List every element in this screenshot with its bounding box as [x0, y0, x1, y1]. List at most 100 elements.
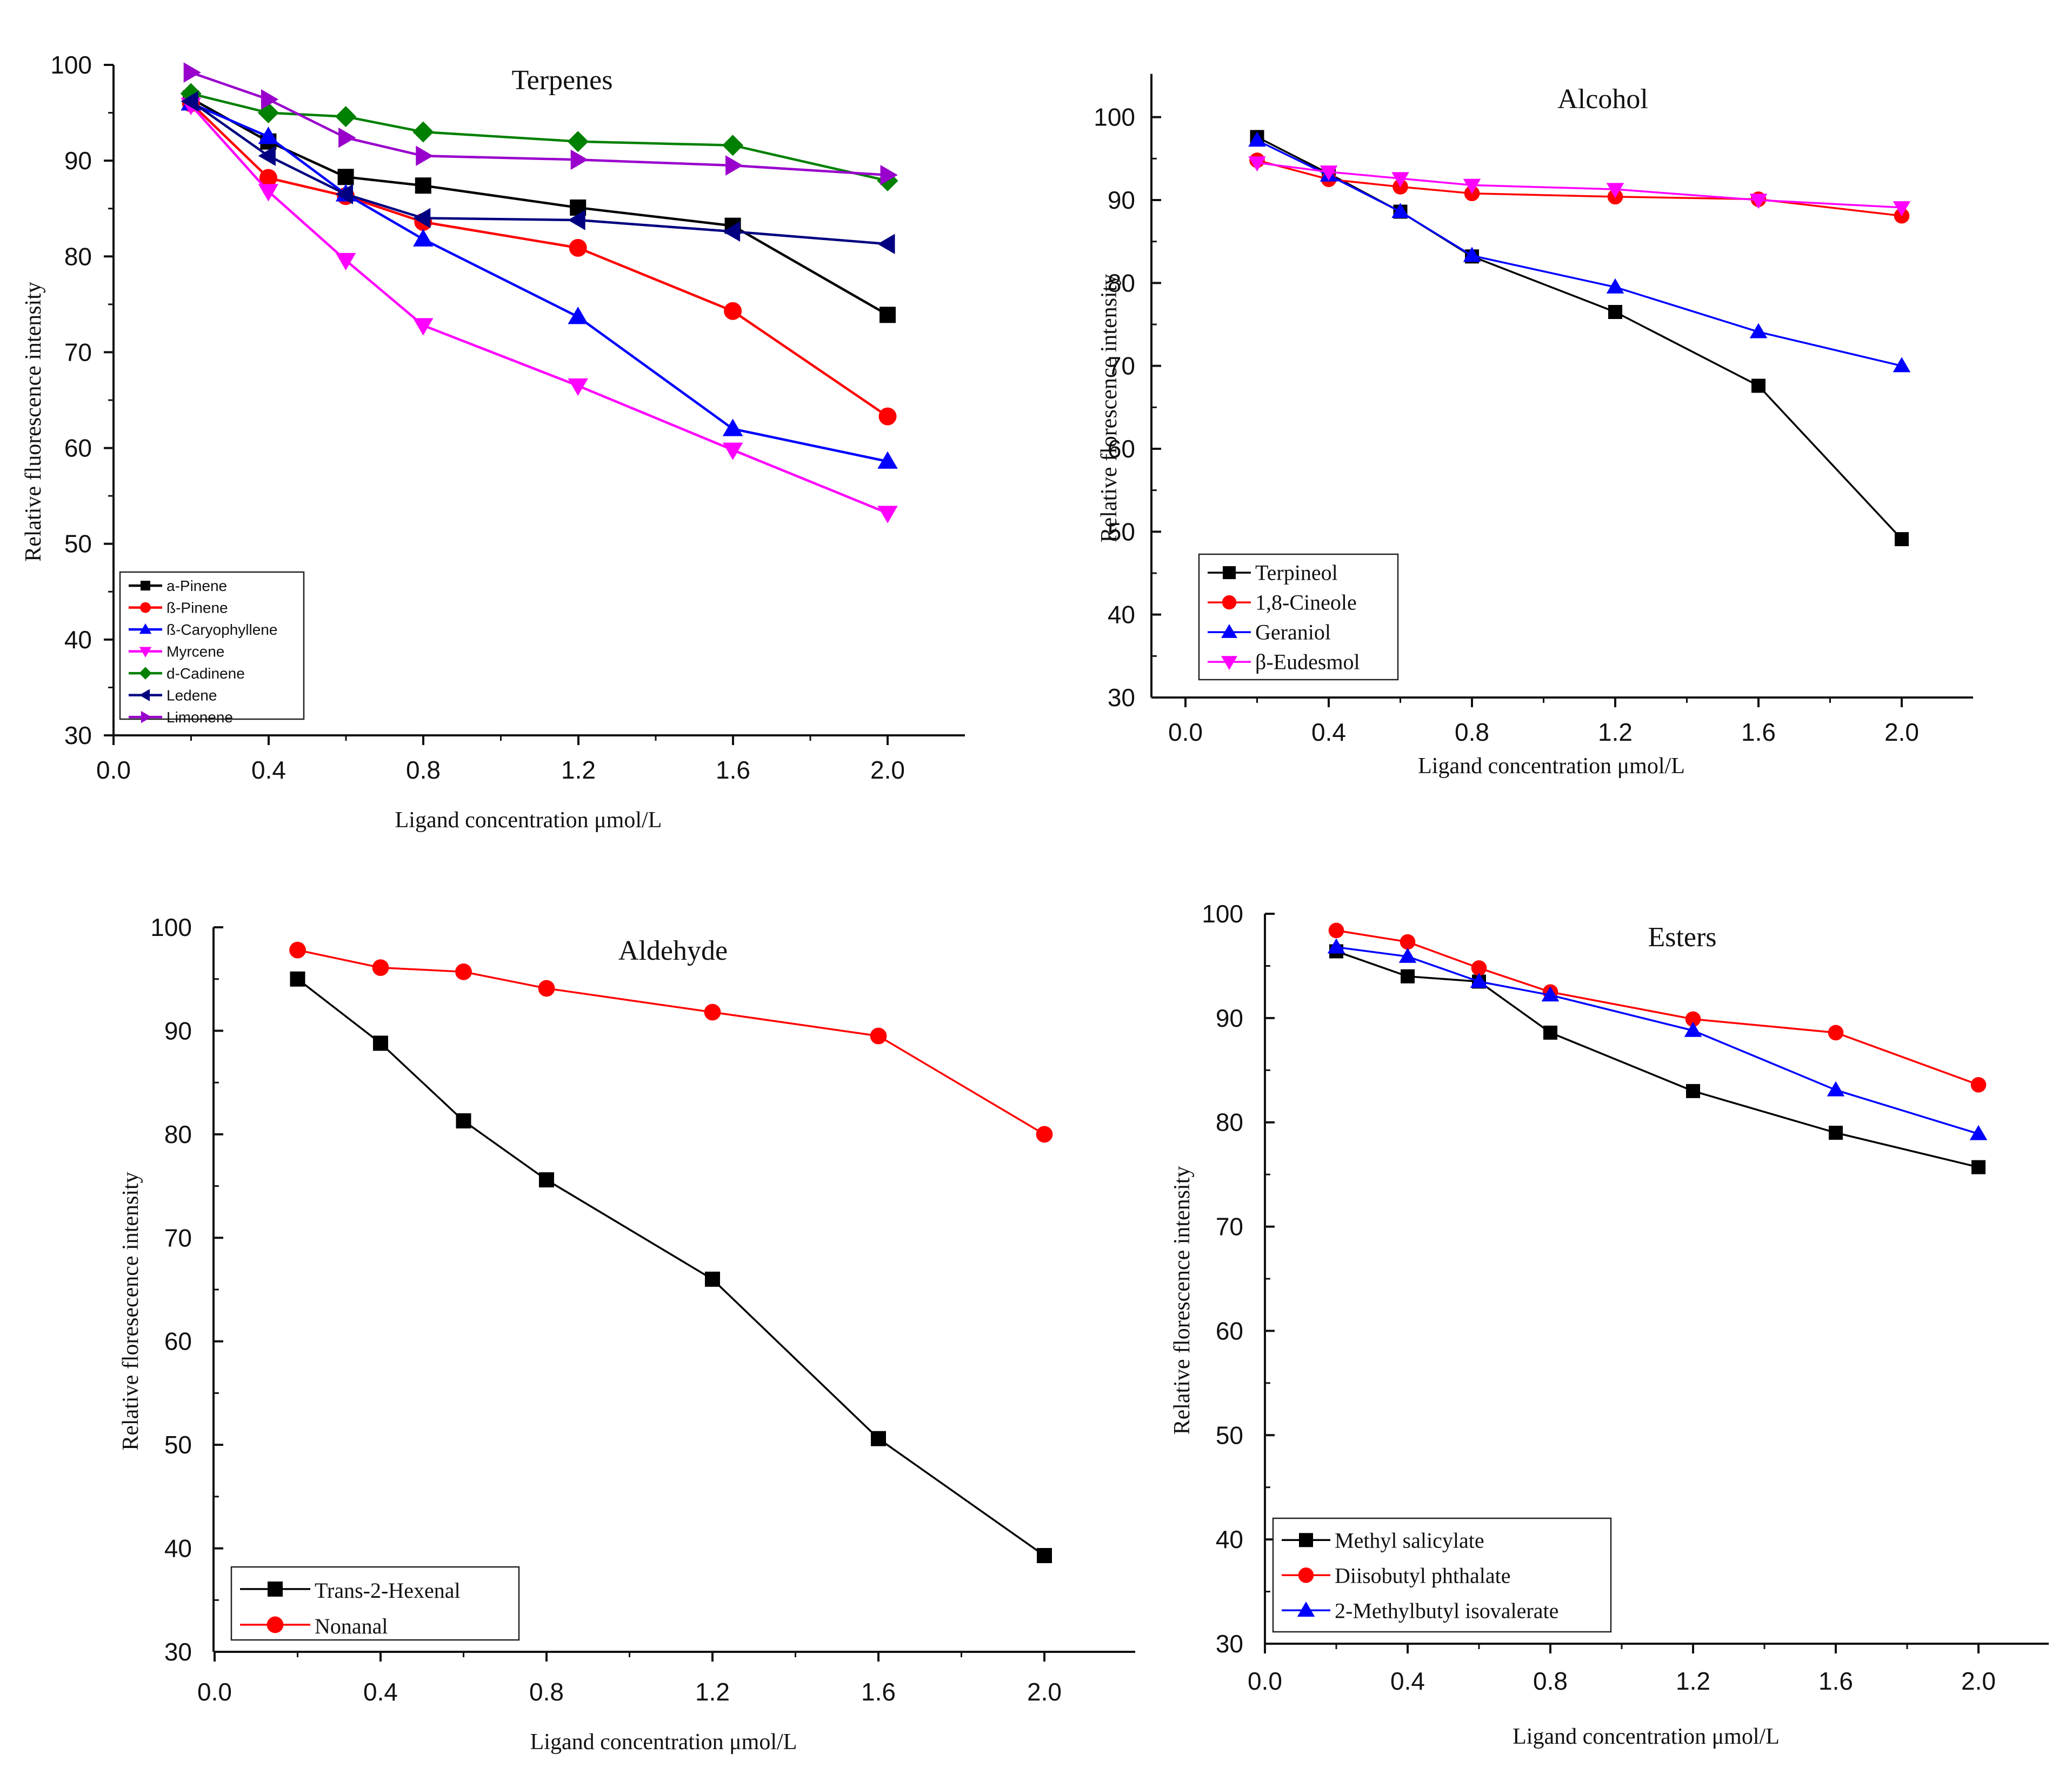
data-point [1829, 1126, 1843, 1140]
x-tick-label: 1.2 [561, 756, 596, 784]
y-tick-label: 40 [1216, 1525, 1243, 1553]
data-point [880, 164, 898, 185]
x-axis-label: Ligand concentration μmol/L [395, 808, 662, 833]
x-tick-label: 1.2 [1598, 718, 1633, 746]
data-point [257, 102, 279, 124]
data-point [1320, 165, 1338, 181]
data-point [722, 418, 743, 436]
legend-marker [267, 1616, 284, 1633]
data-point [871, 1431, 886, 1446]
data-point [261, 89, 279, 110]
data-point [570, 149, 588, 170]
data-point [337, 169, 354, 185]
x-tick-label: 0.0 [96, 756, 131, 784]
series-eudesmol [1248, 156, 1911, 217]
x-tick-label: 0.8 [1455, 718, 1489, 746]
data-point [456, 1113, 471, 1128]
series-line [1257, 162, 1902, 209]
data-point [1398, 947, 1417, 963]
data-point [258, 145, 276, 167]
y-tick-label: 60 [64, 434, 92, 462]
data-point [413, 208, 431, 229]
data-point [413, 229, 434, 247]
data-point [258, 184, 279, 202]
data-point [1893, 201, 1911, 217]
data-point [880, 307, 896, 323]
legend-marker [1221, 656, 1237, 670]
data-point [455, 963, 472, 980]
legend-marker [1221, 624, 1237, 638]
series-trans-2-hexenal [290, 971, 1052, 1563]
legend: Methyl salicylate Diisobutyl phthalate 2-M… [1272, 1517, 1612, 1633]
data-point [870, 1027, 887, 1045]
data-point [416, 145, 434, 167]
y-tick-label: 80 [164, 1120, 192, 1148]
data-point [1248, 131, 1266, 147]
x-tick-label: 1.6 [861, 1678, 896, 1706]
legend-label: β-Eudesmol [1255, 649, 1360, 674]
data-point [415, 177, 431, 194]
data-point [1895, 532, 1909, 547]
data-point [1463, 247, 1481, 262]
y-tick-label: 80 [1216, 1108, 1243, 1137]
x-tick-label: 2.0 [870, 756, 905, 784]
x-tick-label: 0.4 [363, 1678, 398, 1706]
data-point [538, 980, 555, 997]
legend-label: a-Pinene [166, 577, 227, 594]
x-tick-label: 0.8 [1533, 1667, 1568, 1695]
data-point [568, 210, 585, 230]
series-methyl-salicylate [1329, 944, 1986, 1174]
y-tick-label: 70 [1216, 1213, 1243, 1241]
series-a-pinene [183, 90, 896, 323]
series-myrcene [181, 97, 898, 523]
legend-marker [141, 581, 150, 591]
y-tick-label: 30 [1216, 1630, 1243, 1658]
data-point [878, 407, 897, 426]
y-tick-label: 90 [1108, 186, 1135, 214]
data-point [1971, 1160, 1986, 1174]
series-line [297, 949, 1045, 1135]
series-terpineol [1250, 130, 1909, 547]
y-tick-label: 60 [1216, 1317, 1243, 1345]
x-axis-label: Ligand concentration μmol/L [1513, 1724, 1780, 1749]
data-point [258, 127, 279, 144]
y-tick-label: 70 [64, 338, 92, 366]
legend-label: ß-Caryophyllene [166, 621, 277, 638]
data-point [704, 1004, 721, 1021]
series-line [190, 100, 888, 245]
legend-label: Limonene [166, 709, 233, 726]
data-point [1328, 922, 1344, 939]
data-point [1463, 178, 1481, 194]
series-ledene [181, 91, 895, 255]
y-tick-label: 50 [1108, 517, 1135, 546]
legend-label: 2-Methylbutyl isovalerate [1335, 1598, 1558, 1623]
y-tick-label: 50 [1216, 1421, 1243, 1449]
series-geraniol [1248, 131, 1911, 373]
x-tick-label: 1.6 [1741, 718, 1776, 746]
chart-title: Alcohol [1557, 84, 1648, 115]
x-tick-label: 0.4 [1311, 718, 1346, 746]
data-point [1391, 172, 1409, 188]
y-tick-label: 100 [150, 913, 192, 941]
legend-marker [139, 623, 152, 634]
series-pinene [182, 94, 897, 426]
data-point [1749, 194, 1768, 209]
data-point [722, 221, 741, 242]
data-point [705, 1271, 720, 1287]
x-tick-label: 0.0 [1248, 1667, 1282, 1695]
data-point [335, 253, 356, 271]
alcohol-chart: 30 40 50 60 70 80 90 100 0.0 0.4 0.8 1.2 1.6 2.0 Ligan… [1094, 74, 1973, 779]
data-point [1608, 305, 1622, 319]
data-point [539, 1172, 554, 1188]
series-line [190, 97, 889, 316]
series-line [1336, 950, 1979, 1168]
y-tick-label: 30 [1108, 683, 1135, 712]
legend: Trans-2-Hexenal Nonanal [230, 1566, 520, 1641]
legend-marker [1297, 1602, 1315, 1617]
series-line [1336, 946, 1979, 1135]
data-point [724, 302, 742, 320]
data-point [1970, 1077, 1987, 1093]
legend-label: 1,8-Cineole [1255, 590, 1357, 614]
y-tick-label: 60 [164, 1327, 192, 1356]
data-point [373, 1035, 388, 1051]
